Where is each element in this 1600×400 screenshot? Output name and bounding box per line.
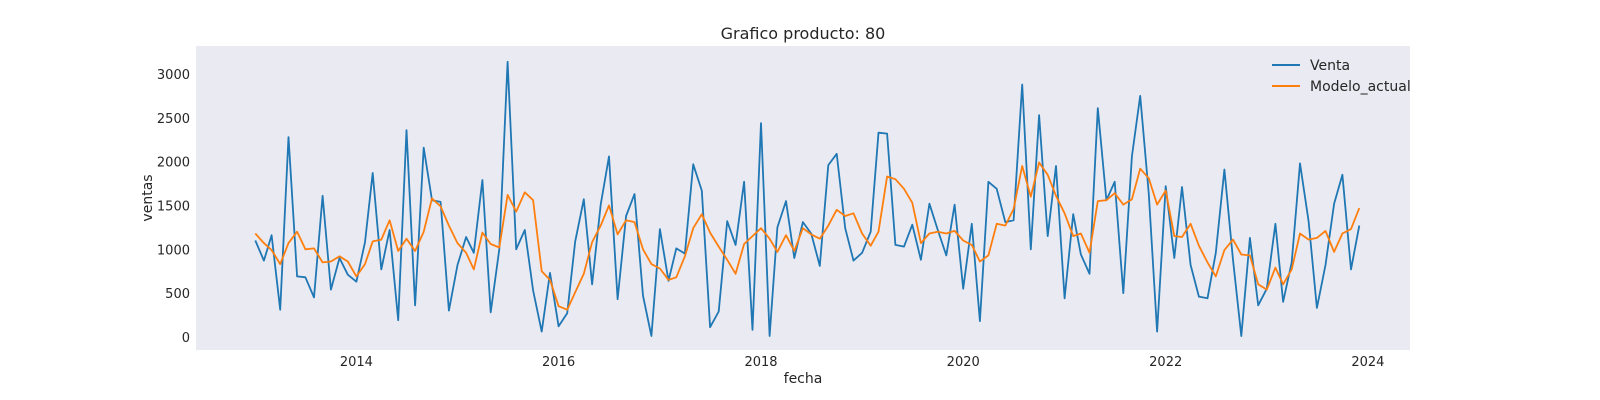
x-tick-label: 2018 (744, 355, 777, 370)
chart-title: Grafico producto: 80 (721, 24, 886, 43)
x-axis-label: fecha (784, 371, 823, 387)
x-tick-label: 2024 (1351, 355, 1384, 370)
x-tick-label: 2014 (340, 355, 373, 370)
y-axis-label: ventas (140, 174, 156, 221)
y-tick-label: 1500 (157, 199, 190, 214)
y-tick-label: 1000 (157, 243, 190, 258)
legend-label-venta: Venta (1310, 58, 1350, 74)
y-tick-label: 3000 (157, 68, 190, 83)
series-lines (254, 60, 1361, 337)
axis-ticks: 2014 2016 2018 2020 2022 2024 0 500 1000 1500 2000… (157, 68, 1385, 370)
legend: Venta Modelo_actual (1272, 58, 1411, 95)
y-tick-label: 2500 (157, 112, 190, 127)
x-tick-label: 2020 (947, 355, 980, 370)
y-tick-label: 2000 (157, 156, 190, 171)
legend-label-modelo: Modelo_actual (1310, 79, 1411, 95)
series-line-venta (254, 60, 1361, 337)
x-tick-label: 2022 (1149, 355, 1182, 370)
y-tick-label: 0 (182, 331, 190, 346)
series-line-modelo-actual (254, 161, 1361, 311)
x-tick-label: 2016 (542, 355, 575, 370)
y-tick-label: 500 (165, 287, 190, 302)
